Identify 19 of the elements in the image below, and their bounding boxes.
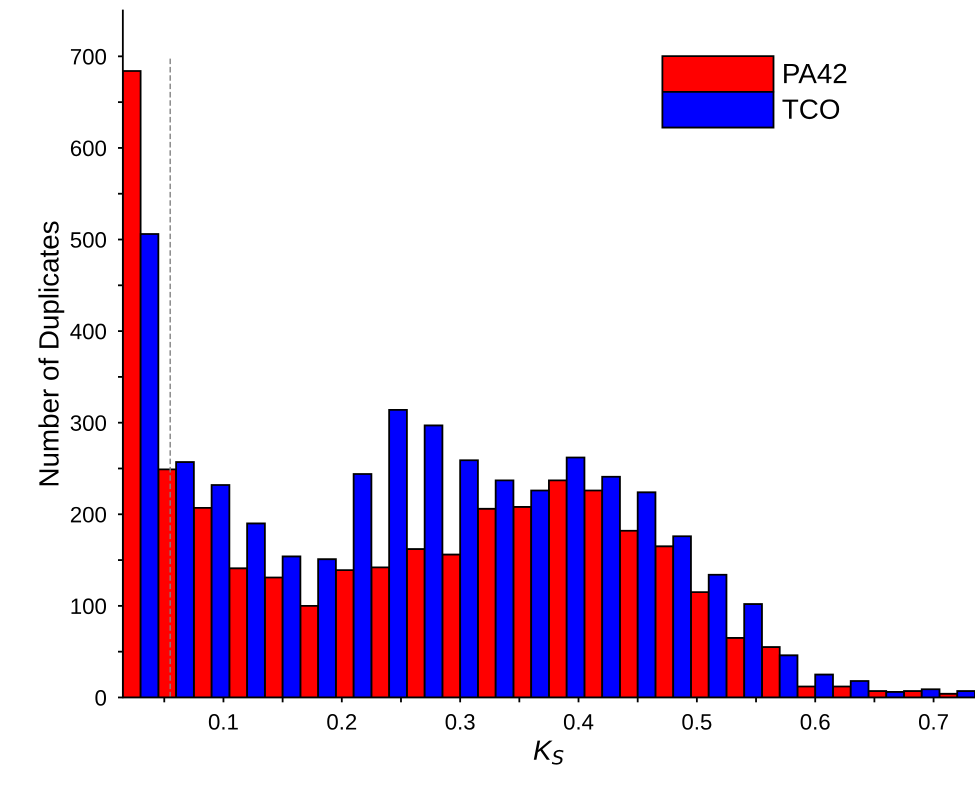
legend-label: PA42 (784, 64, 846, 84)
y-tick-label: 200 (70, 506, 106, 523)
x-axis-title: K$_{S}$ (534, 740, 564, 765)
y-tick-label: 300 (70, 415, 106, 431)
x-tick-label: 0.2 (327, 714, 356, 730)
x-tick-label: 0.4 (564, 714, 594, 730)
x-tick-label: 0.6 (800, 714, 830, 730)
y-tick-label: 600 (70, 140, 106, 156)
legend-label: TCO (782, 99, 840, 120)
x-tick-label: 0.3 (446, 714, 475, 730)
x-tick-label: 0.1 (208, 714, 238, 730)
x-tick-label: 0.5 (682, 714, 712, 730)
y-axis-title: Number of Duplicates (38, 221, 64, 486)
y-tick-label: 100 (72, 598, 106, 614)
y-tick-label: 700 (70, 48, 106, 65)
y-tick-label: 0 (95, 690, 106, 706)
y-tick-label: 400 (70, 324, 106, 340)
y-tick-label: 500 (70, 232, 106, 248)
x-tick-label: 0.7 (919, 714, 948, 730)
